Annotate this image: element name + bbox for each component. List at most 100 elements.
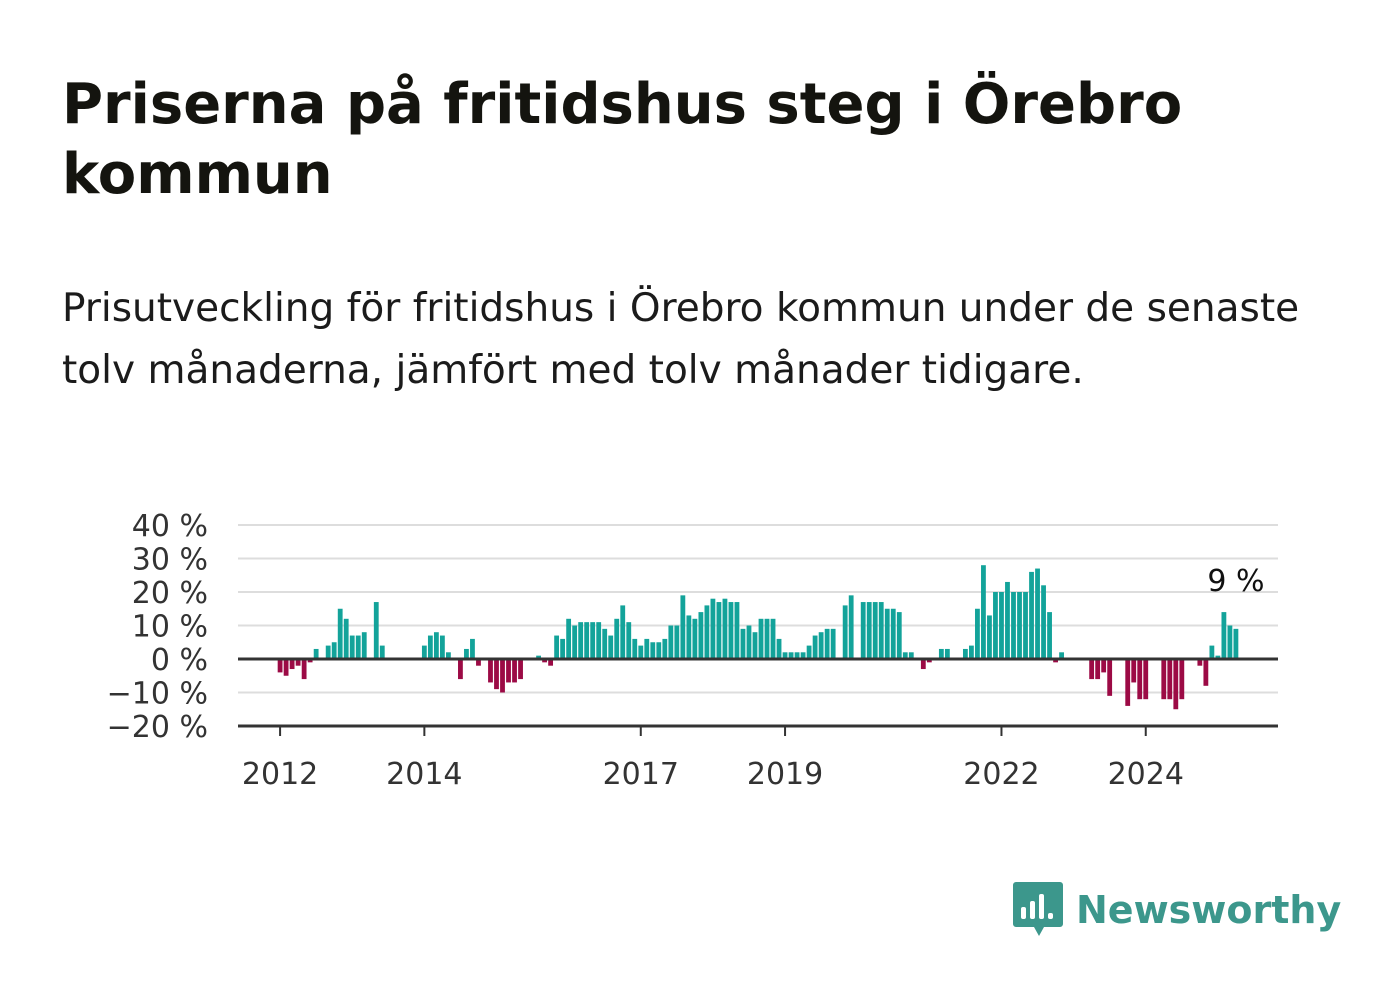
bar xyxy=(1125,659,1131,706)
bar xyxy=(608,635,614,659)
bar xyxy=(578,622,584,659)
newsworthy-brand: Newsworthy xyxy=(1012,880,1341,940)
bar xyxy=(626,622,632,659)
bar xyxy=(620,605,626,659)
bar xyxy=(433,632,439,659)
last-value-label: 9 % xyxy=(1207,564,1264,599)
bar xyxy=(1215,655,1221,659)
bar xyxy=(981,565,986,659)
bar xyxy=(1233,628,1239,659)
bar xyxy=(704,605,710,659)
bar xyxy=(848,595,854,659)
bar xyxy=(1131,659,1137,683)
bar xyxy=(1053,659,1058,663)
bar xyxy=(427,635,433,659)
bar xyxy=(554,635,560,659)
bar xyxy=(1011,592,1016,659)
bar xyxy=(1167,659,1173,700)
bar xyxy=(313,648,319,659)
bar xyxy=(758,618,764,659)
bar xyxy=(283,659,289,676)
y-tick-label: 20 % xyxy=(132,576,208,611)
bar xyxy=(812,635,818,659)
y-tick-label: −10 % xyxy=(107,677,208,712)
bar xyxy=(1023,592,1028,659)
brand-name: Newsworthy xyxy=(1076,888,1342,932)
bar xyxy=(476,659,481,666)
x-tick-label: 2024 xyxy=(1108,757,1184,792)
bar xyxy=(638,645,644,659)
chart-title: Priserna på fritidshus steg i Örebro kom… xyxy=(62,72,1183,207)
bar xyxy=(920,659,926,670)
bar xyxy=(1089,659,1095,680)
bar xyxy=(969,645,974,659)
bar xyxy=(806,645,812,659)
y-tick-label: 0 % xyxy=(151,643,208,678)
bar xyxy=(1227,625,1233,659)
bar xyxy=(1143,659,1149,700)
bar xyxy=(662,638,668,659)
bar xyxy=(1209,645,1215,659)
bar xyxy=(1059,652,1064,659)
bar xyxy=(656,642,662,659)
x-tick-label: 2012 xyxy=(242,757,318,792)
bar xyxy=(512,659,517,683)
bar xyxy=(355,635,361,659)
bar xyxy=(824,628,830,659)
bar xyxy=(1203,659,1209,686)
bar xyxy=(560,638,566,659)
bar xyxy=(572,625,578,659)
newsworthy-logo-icon xyxy=(1013,882,1063,936)
grid-lines xyxy=(238,524,1278,727)
bar xyxy=(361,632,367,659)
bar xyxy=(289,659,295,670)
bar xyxy=(908,652,914,659)
x-tick-label: 2014 xyxy=(386,757,462,792)
bar xyxy=(902,652,908,659)
bar xyxy=(1137,659,1143,700)
x-tick-label: 2022 xyxy=(963,757,1039,792)
bar xyxy=(866,602,872,659)
bar xyxy=(782,652,788,659)
bar xyxy=(373,602,379,659)
bar xyxy=(1017,592,1022,659)
bar xyxy=(494,659,499,690)
bar xyxy=(584,622,590,659)
bar xyxy=(872,602,878,659)
bar xyxy=(1107,659,1113,696)
bar xyxy=(962,648,968,659)
bar xyxy=(944,648,950,659)
bar xyxy=(506,659,511,683)
bar xyxy=(1047,612,1052,659)
bar xyxy=(788,652,794,659)
annotations: 9 % xyxy=(1207,564,1264,599)
axes xyxy=(238,657,1278,736)
x-tick-label: 2017 xyxy=(603,757,679,792)
bar xyxy=(842,605,848,659)
bar xyxy=(674,625,680,659)
bar xyxy=(379,645,385,659)
bar xyxy=(722,598,728,659)
bar xyxy=(590,622,596,659)
bar xyxy=(890,608,896,659)
bar xyxy=(746,625,752,659)
bar xyxy=(734,602,740,659)
bar xyxy=(566,618,572,659)
bar-chart: 40 %30 %20 %10 %0 %−10 %−20 % 2012 2014 20… xyxy=(107,509,1278,792)
bar xyxy=(596,622,602,659)
bar xyxy=(331,642,337,659)
bar xyxy=(464,648,469,659)
bar xyxy=(295,659,301,666)
bar xyxy=(878,602,884,659)
bar xyxy=(307,659,313,663)
bar xyxy=(602,628,608,659)
bar xyxy=(337,608,343,659)
bar xyxy=(349,635,355,659)
bar xyxy=(830,628,836,659)
bar xyxy=(446,652,451,659)
y-axis-labels: 40 %30 %20 %10 %0 %−10 %−20 % xyxy=(107,509,208,745)
bar xyxy=(343,618,349,659)
x-axis-labels: 2012 2014 2017 2019 2022 2024 xyxy=(242,757,1184,792)
bar xyxy=(698,612,704,659)
bar xyxy=(999,592,1004,659)
